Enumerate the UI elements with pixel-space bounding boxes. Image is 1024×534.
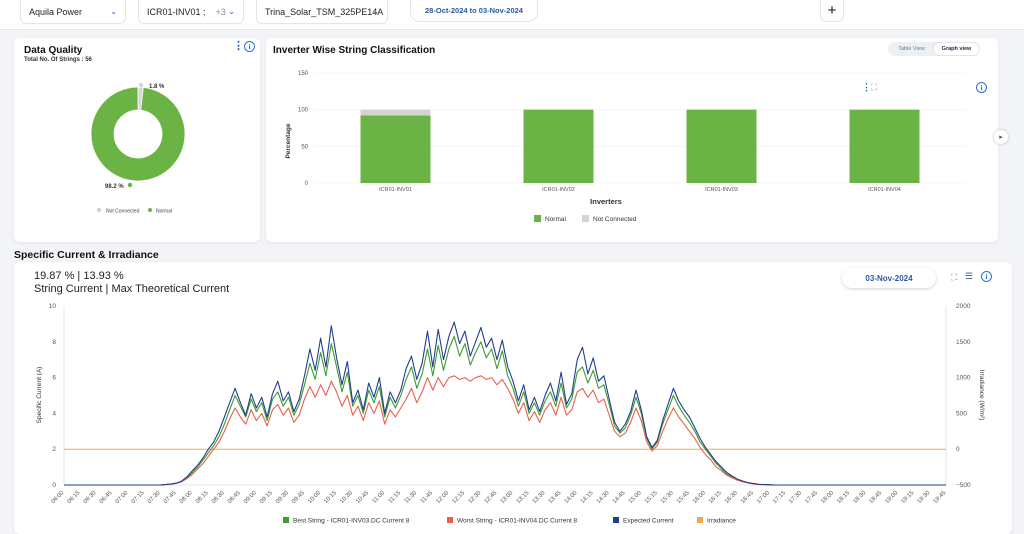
expand-icon[interactable]: ⛶ [951,272,958,282]
more-options-icon[interactable]: ⋮ [233,40,244,52]
percent-caption: String Current | Max Theoretical Current [34,283,230,295]
x-tick-label: ICR01-INV03 [705,187,738,193]
legend-not-connected: Not Connected [593,216,637,223]
filter-bar: Aquila Power ⌄ ICR01-INV01 ; +3 ⌄ Trina_… [0,0,1024,30]
legend-normal: Normal [156,209,172,215]
inverter-select-value: ICR01-INV01 ; [147,6,206,17]
legend-normal-swatch [534,215,541,222]
specific-current-card [14,262,1012,534]
x-tick-label: ICR01-INV01 [379,187,412,193]
inverter-y-axis-label: Percentage [285,123,292,158]
inverter-chart-title: Inverter Wise String Classification [273,45,436,56]
info-icon[interactable]: i [976,82,987,93]
legend-normal: Normal [545,216,567,223]
specific-current-title: Specific Current & Irradiance [14,249,159,261]
bar-not-connected[interactable] [360,109,431,116]
legend-not-connected-swatch [582,215,589,222]
y-tick-label: 150 [298,71,309,77]
graph-view-tab[interactable]: Graph view [934,43,979,55]
chevron-right-icon[interactable]: ▸ [994,130,1008,144]
inverter-chart-card: Inverter Wise String Classification 0 50 1… [266,38,998,242]
y-tick-label: 100 [298,108,309,114]
add-filter-button[interactable]: + [820,0,844,22]
data-quality-subtitle: Total No. Of Strings : 56 [24,57,92,63]
chevron-down-icon: ⌄ [228,7,235,16]
percent-values: 19.87 % | 13.93 % [34,270,124,282]
data-quality-card: Data Quality Total No. Of Strings : 56 ⋮… [14,38,260,242]
menu-icon[interactable]: ☰ [965,271,974,281]
inverter-x-axis-label: Inverters [590,197,622,206]
view-toggle: Table View Graph view [888,42,980,56]
bar-normal[interactable] [360,115,431,183]
y-tick-label: 0 [305,181,309,187]
inverter-select[interactable]: ICR01-INV01 ; +3 ⌄ [138,0,244,24]
table-view-tab[interactable]: Table View [898,46,925,52]
chevron-down-icon: ⌄ [110,7,117,16]
plant-select-value: Aquila Power [29,6,83,17]
legend-normal-swatch [148,208,152,212]
x-tick-label: ICR01-INV04 [868,187,901,193]
bar-normal[interactable] [523,109,594,183]
donut-slice-normal[interactable] [90,86,186,182]
normal-marker [127,182,133,188]
inverter-extra-count: +3 [215,6,226,17]
legend-not-connected-swatch [97,208,101,212]
module-select-value: Trina_Solar_TSM_325PE14A [265,6,384,17]
y-tick-label: 50 [301,144,308,150]
legend-not-connected: Not Connected [106,209,140,215]
info-icon[interactable]: i [244,41,255,52]
expand-icon[interactable]: ⛶ [871,82,878,92]
x-tick-label: ICR01-INV02 [542,187,575,193]
module-select[interactable]: Trina_Solar_TSM_325PE14A ⌄ [256,0,388,24]
chart-date-picker[interactable]: 03-Nov-2024 [842,268,936,288]
not-connected-marker [138,82,144,88]
plant-select[interactable]: Aquila Power ⌄ [20,0,126,24]
not-connected-pct-label: 1.8 % [149,84,165,90]
info-icon[interactable]: i [981,271,992,282]
bar-normal[interactable] [849,109,920,183]
date-range-picker[interactable]: 28-Oct-2024 to 03-Nov-2024 [410,0,538,22]
data-quality-title: Data Quality [24,45,83,56]
normal-pct-label: 98.2 % [105,184,124,190]
chevron-down-icon: ⌄ [372,7,379,16]
bar-normal[interactable] [686,109,757,183]
more-options-icon[interactable]: ⋮ [862,82,871,92]
data-quality-donut: 1.8 % 98.2 % Not Connected Normal [90,82,186,215]
inverter-bar-chart: 0 50 100 150 ICR01-INV01 ICR01-INV02 ICR01-IN… [285,71,966,223]
